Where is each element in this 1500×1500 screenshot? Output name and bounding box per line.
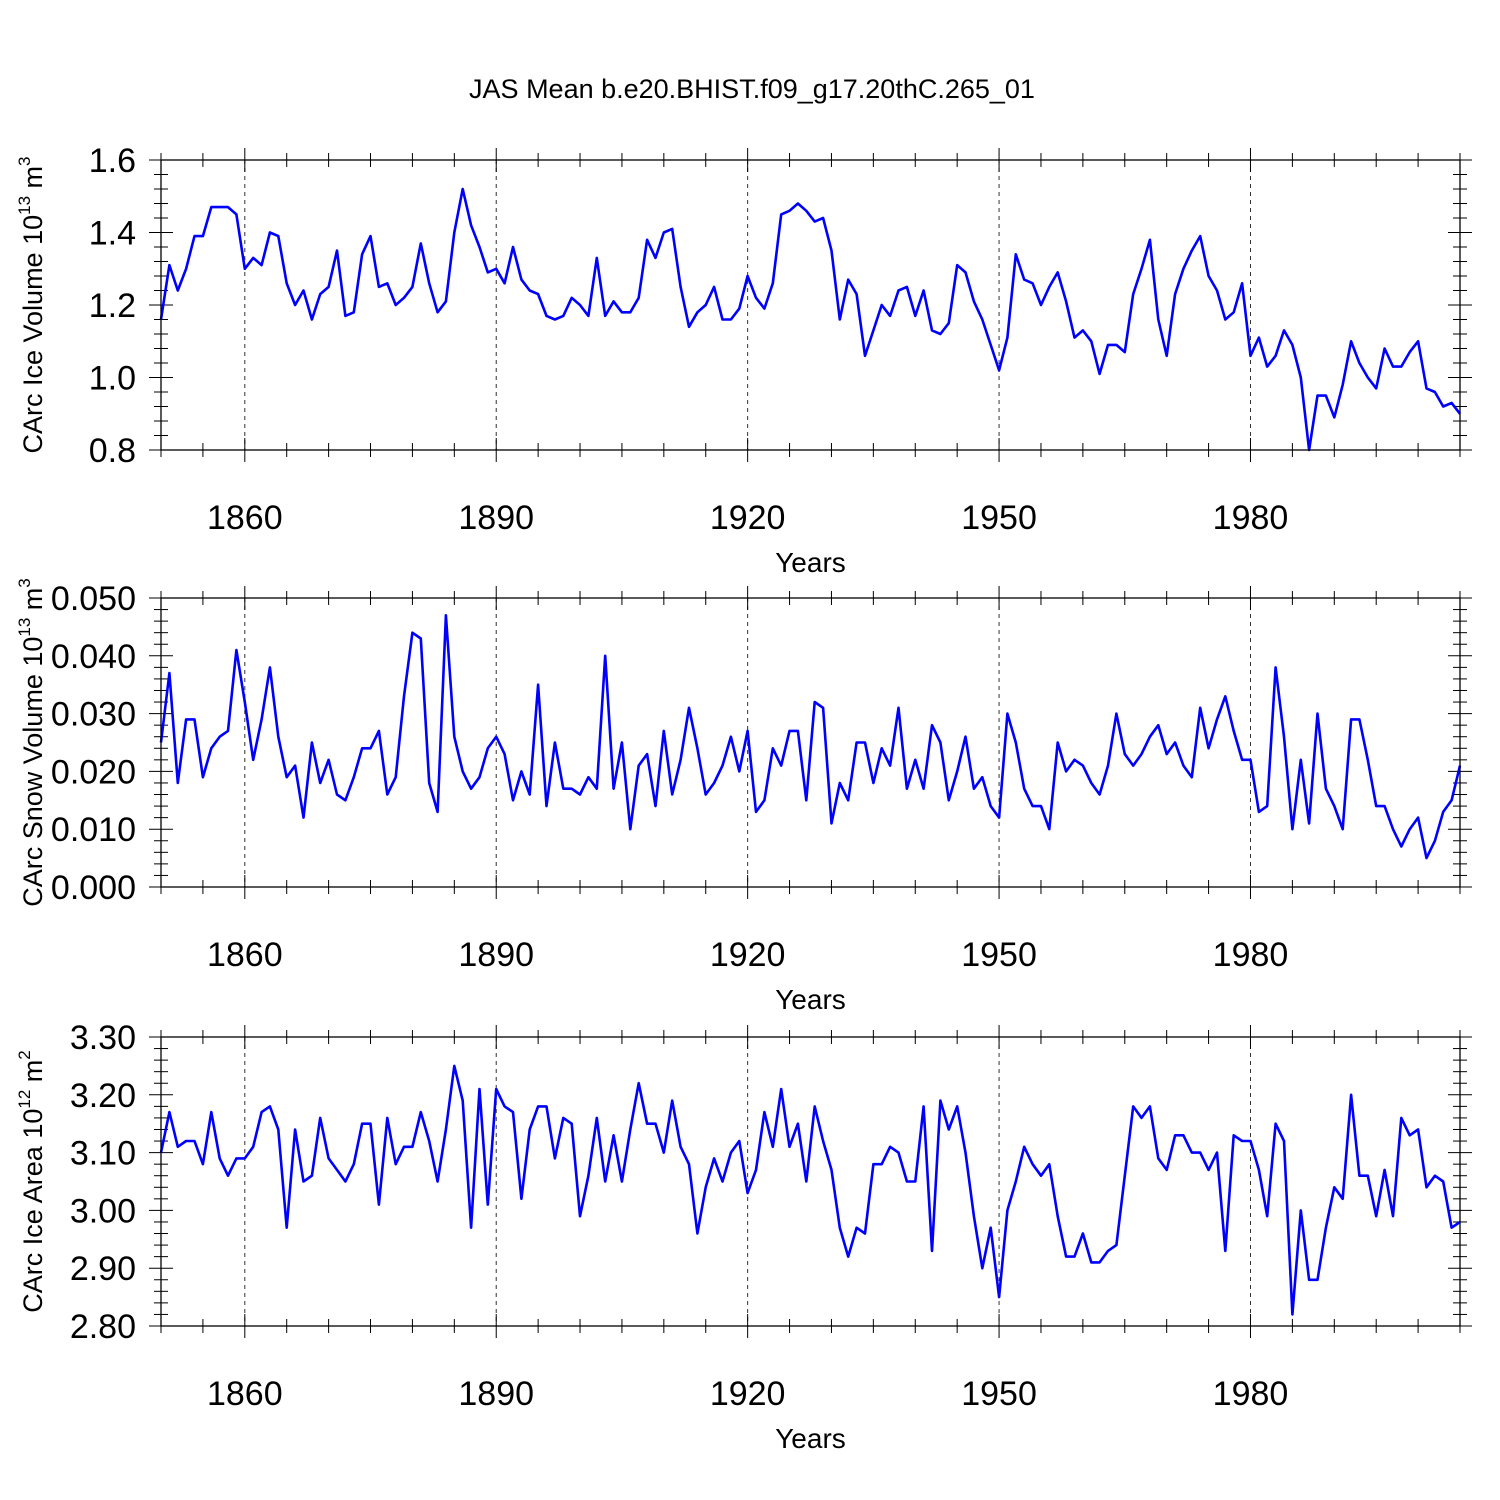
y-axis-label-superscript: 12 xyxy=(15,1090,34,1109)
panel-2: 0.000 0.010 0.020 0.030 0.040 0.050 1860 1890 19… xyxy=(15,578,1472,1015)
y-tick-label: 1.4 xyxy=(89,215,136,253)
figure-title: JAS Mean b.e20.BHIST.f09_g17.20thC.265_0… xyxy=(469,74,1035,104)
y-tick-label: 0.020 xyxy=(51,753,136,791)
y-axis-label-superscript: 13 xyxy=(15,618,34,637)
y-axis-label-superscript: 13 xyxy=(15,196,34,215)
y-axis-label-part: CArc Ice Volume 10 xyxy=(18,215,48,454)
y-tick-label: 3.10 xyxy=(70,1135,136,1173)
y-axis-label-superscript: 2 xyxy=(15,1050,34,1059)
x-tick-label: 1980 xyxy=(1213,499,1289,537)
plot-frame xyxy=(160,1036,1461,1327)
y-tick-label: 2.80 xyxy=(70,1308,136,1346)
panels: 0.8 1.0 1.2 1.4 1.6 1860 1890 1920 1950 1980 Years… xyxy=(15,142,1472,1454)
y-axis-label-part: m xyxy=(18,166,48,196)
y-axis-label: CArc Ice Area 1012 m2 xyxy=(15,1050,48,1313)
y-axis-label: CArc Ice Volume 1013 m3 xyxy=(15,156,48,453)
y-tick-label: 1.0 xyxy=(89,360,136,398)
y-tick-label: 1.2 xyxy=(89,287,136,325)
x-tick-label: 1950 xyxy=(961,1375,1037,1413)
y-axis-label-part: CArc Ice Area 10 xyxy=(18,1109,48,1313)
x-tick-label: 1920 xyxy=(710,1375,786,1413)
y-tick-label: 3.20 xyxy=(70,1077,136,1115)
x-axis-label: Years xyxy=(775,1423,846,1454)
plot-frame xyxy=(160,597,1461,888)
plot-frame xyxy=(160,159,1461,451)
y-axis-label-superscript: 3 xyxy=(15,156,34,165)
x-tick-label: 1860 xyxy=(207,936,283,974)
y-tick-label: 1.6 xyxy=(89,142,136,180)
y-tick-label: 0.030 xyxy=(51,696,136,734)
series-line xyxy=(159,1064,1461,1316)
x-tick-label: 1950 xyxy=(961,499,1037,537)
y-tick-label: 0.050 xyxy=(51,580,136,618)
y-axis-label: CArc Snow Volume 1013 m3 xyxy=(15,578,48,907)
y-axis-label-superscript: 3 xyxy=(15,578,34,587)
x-tick-label: 1920 xyxy=(710,936,786,974)
x-tick-label: 1860 xyxy=(207,499,283,537)
y-axis-label-part: CArc Snow Volume 10 xyxy=(18,637,48,907)
panel-1: 0.8 1.0 1.2 1.4 1.6 1860 1890 1920 1950 1980 Years… xyxy=(15,142,1472,578)
x-tick-label: 1890 xyxy=(458,1375,534,1413)
x-tick-label: 1950 xyxy=(961,936,1037,974)
panel-3: 2.80 2.90 3.00 3.10 3.20 3.30 1860 1890 1920 1950… xyxy=(15,1019,1472,1454)
y-tick-label: 0.040 xyxy=(51,638,136,676)
y-axis-label-part: m xyxy=(18,588,48,618)
y-tick-label: 0.8 xyxy=(89,432,136,470)
x-tick-label: 1980 xyxy=(1213,936,1289,974)
y-tick-label: 0.000 xyxy=(51,869,136,907)
x-tick-label: 1890 xyxy=(458,499,534,537)
x-axis-label: Years xyxy=(775,984,846,1015)
y-tick-label: 3.00 xyxy=(70,1192,136,1230)
series-line xyxy=(159,613,1462,860)
x-tick-label: 1980 xyxy=(1213,1375,1289,1413)
x-tick-label: 1890 xyxy=(458,936,534,974)
series-line xyxy=(159,187,1462,452)
y-tick-label: 0.010 xyxy=(51,811,136,849)
y-tick-label: 2.90 xyxy=(70,1250,136,1288)
x-tick-label: 1860 xyxy=(207,1375,283,1413)
y-axis-label-part: m xyxy=(18,1060,48,1090)
x-axis-label: Years xyxy=(775,547,846,578)
y-tick-label: 3.30 xyxy=(70,1019,136,1057)
x-tick-label: 1920 xyxy=(710,499,786,537)
